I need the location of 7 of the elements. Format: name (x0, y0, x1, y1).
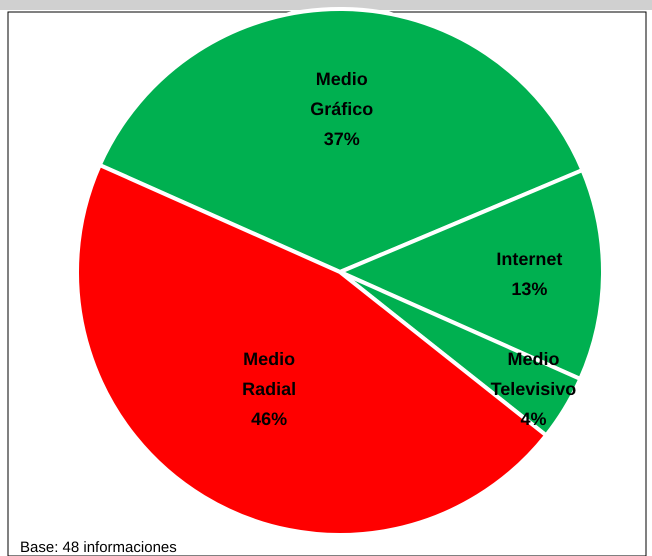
data-label: 46% (251, 408, 288, 429)
slice-label: Internet (496, 248, 562, 269)
data-label: 37% (324, 128, 360, 149)
slice-label: Medio Gráfico (310, 68, 374, 119)
data-label: 13% (511, 278, 548, 299)
slice-label: Medio Radial (242, 348, 296, 399)
text: Base: 48 informaciones (20, 539, 177, 556)
